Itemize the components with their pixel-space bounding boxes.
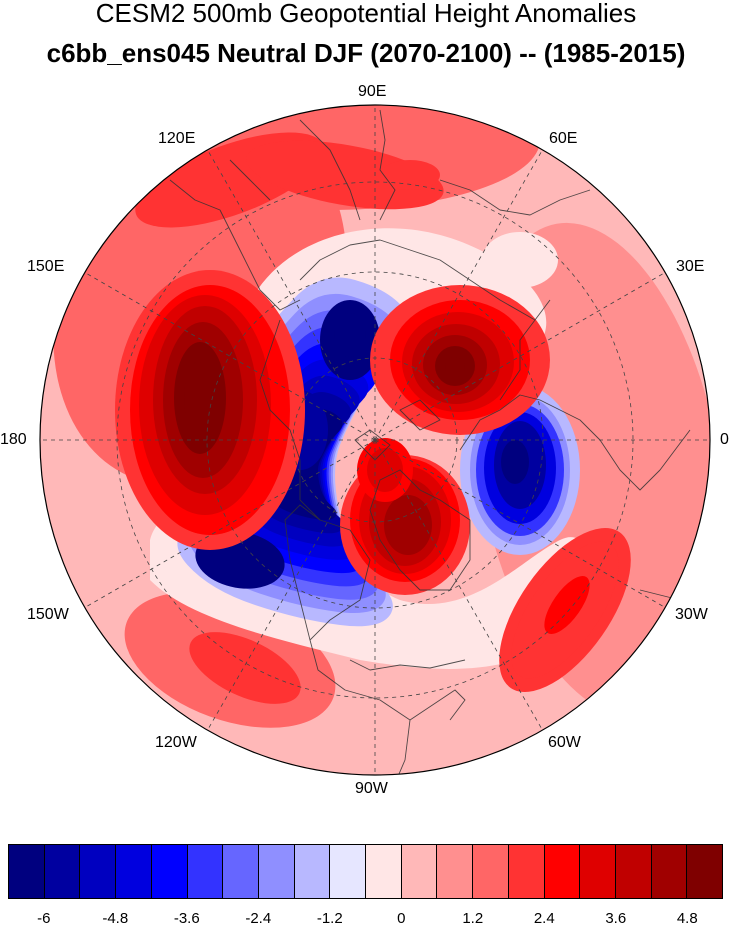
colorbar-box-10 — [366, 845, 402, 898]
negative-europe — [501, 440, 529, 484]
colorbar-tick-label: -4.8 — [102, 910, 129, 927]
colorbar-tick-label: 4.8 — [676, 910, 698, 927]
colorbar-tick-label: 0 — [397, 910, 406, 927]
coastlines — [169, 109, 710, 775]
negative-core — [334, 313, 366, 357]
meridian-line — [204, 145, 376, 441]
colorbar-box-16 — [580, 845, 616, 898]
meridian-line — [374, 439, 546, 735]
colorbar-box-0 — [9, 845, 45, 898]
positive-canada — [384, 495, 432, 555]
colorbar-box-14 — [508, 845, 545, 898]
colorbar-box-3 — [116, 845, 152, 898]
positive-canada — [367, 448, 403, 492]
colorbar-box-7 — [258, 845, 295, 898]
meridian-line — [374, 439, 670, 611]
lon-label-60w: 60W — [548, 734, 581, 751]
chart-subtitle: c6bb_ens045 Neutral DJF (2070-2100) -- (… — [46, 38, 686, 68]
meridian-line — [80, 439, 376, 611]
lon-label-30e: 30E — [676, 258, 705, 275]
colorbar-box-17 — [615, 845, 652, 898]
meridian-line — [204, 439, 376, 735]
colorbar-tick-label: 3.6 — [605, 910, 627, 927]
graticule — [40, 105, 710, 775]
lon-label-30w: 30W — [675, 606, 708, 623]
colorbar-box-9 — [330, 845, 367, 898]
colorbar-box-6 — [223, 845, 259, 898]
lon-label-60e: 60E — [549, 130, 578, 147]
colorbar-box-12 — [437, 845, 474, 898]
colorbar-tick-label: 1.2 — [462, 910, 484, 927]
colorbar-box-13 — [473, 845, 509, 898]
colorbar-tick-label: -6 — [37, 910, 51, 927]
negative-core — [212, 543, 268, 577]
colorbar-box-11 — [401, 845, 438, 898]
lon-label-120w: 120W — [155, 734, 197, 751]
lon-label-0: 0 — [720, 431, 729, 448]
polar-map — [39, 104, 711, 776]
colorbar-box-5 — [187, 845, 224, 898]
colorbar-tick-label: -2.4 — [245, 910, 272, 927]
colorbar-tick-label: 2.4 — [533, 910, 555, 927]
lon-label-150e: 150E — [27, 258, 65, 275]
positive-pacific — [184, 362, 212, 434]
lon-label-150w: 150W — [27, 606, 69, 623]
colorbar — [8, 844, 723, 899]
map-boundary — [39, 104, 711, 776]
lon-label-90w: 90W — [355, 780, 388, 797]
colorbar-tick-label: -1.2 — [316, 910, 343, 927]
colorbar-box-2 — [80, 845, 117, 898]
meridian-line — [374, 145, 546, 441]
positive-band — [189, 632, 301, 704]
anomaly-field — [40, 105, 710, 775]
colorbar-tick-label: -3.6 — [173, 910, 200, 927]
colorbar-box-1 — [44, 845, 81, 898]
lon-label-180: 180 — [0, 431, 27, 448]
chart-title: CESM2 500mb Geopotential Height Anomalie… — [95, 0, 637, 28]
positive-band — [380, 160, 440, 190]
colorbar-box-19 — [687, 845, 723, 898]
near-zero-patch — [498, 242, 542, 274]
colorbar-box-4 — [151, 845, 188, 898]
colorbar-box-8 — [294, 845, 331, 898]
lon-label-90e: 90E — [358, 83, 387, 100]
positive-barents — [445, 357, 465, 377]
positive-atlantic — [544, 576, 590, 634]
lon-label-120e: 120E — [158, 130, 196, 147]
meridian-line — [80, 269, 376, 441]
colorbar-box-18 — [651, 845, 688, 898]
colorbar-box-15 — [544, 845, 581, 898]
meridian-line — [374, 269, 670, 441]
